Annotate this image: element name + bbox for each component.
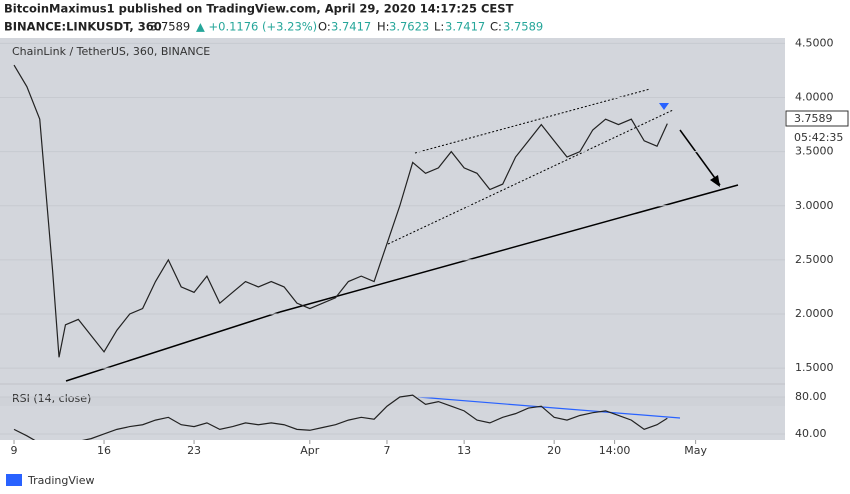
chart-background	[0, 38, 785, 440]
x-tick-label: 16	[97, 444, 111, 457]
channel-line	[414, 88, 651, 154]
x-tick-label: 9	[11, 444, 18, 457]
open: 3.7417	[331, 20, 371, 34]
symbol: BINANCE:LINKUSDT, 360	[4, 20, 162, 34]
x-tick-label: 14:00	[599, 444, 631, 457]
logo-icon	[6, 474, 22, 486]
y-tick-label: 3.5000	[795, 145, 834, 158]
y-tick-label: 2.5000	[795, 253, 834, 266]
c-label: C:	[490, 20, 502, 34]
close: 3.7589	[503, 20, 543, 34]
countdown: 05:42:35	[794, 131, 843, 144]
y-tick-label: 80.00	[795, 390, 827, 403]
y-tick-label: 3.0000	[795, 199, 834, 212]
y-tick-label: 1.5000	[795, 361, 834, 374]
marker	[659, 103, 669, 110]
price-line	[13, 64, 668, 358]
price-line	[13, 394, 668, 440]
y-tick-label: 2.0000	[795, 307, 834, 320]
x-tick-label: 7	[383, 444, 390, 457]
x-tick-label: May	[684, 444, 707, 457]
rsi-band	[0, 397, 785, 406]
footer-logo: TradingView	[27, 474, 94, 487]
x-tick-label: 23	[187, 444, 201, 457]
publisher: BitcoinMaximus1 published on TradingView…	[4, 2, 514, 16]
price-tag-text: 3.7589	[794, 112, 833, 125]
y-tick-label: 4.0000	[795, 91, 834, 104]
x-tick-label: 13	[457, 444, 471, 457]
o-label: O:	[318, 20, 331, 34]
channel-line	[387, 109, 674, 245]
high: 3.7623	[389, 20, 429, 34]
change: ▲ +0.1176 (+3.23%)	[196, 20, 317, 34]
rsi-title: RSI (14, close)	[12, 392, 91, 405]
price-tag	[785, 110, 849, 127]
chart-title: ChainLink / TetherUS, 360, BINANCE	[12, 45, 210, 58]
x-tick-label: Apr	[300, 444, 320, 457]
l-label: L:	[434, 20, 444, 34]
last-price: 3.7589	[150, 20, 190, 34]
arrow-head	[710, 175, 720, 187]
arrow	[679, 129, 721, 186]
support-line	[65, 311, 281, 382]
rsi-divergence	[417, 396, 681, 419]
y-tick-label: 4.5000	[795, 36, 834, 49]
y-tick-label: 40.00	[795, 427, 827, 440]
x-tick-label: 20	[547, 444, 561, 457]
h-label: H:	[377, 20, 390, 34]
low: 3.7417	[445, 20, 485, 34]
